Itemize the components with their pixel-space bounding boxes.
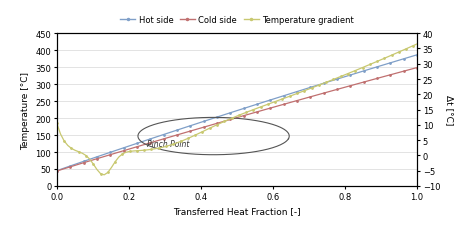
Legend: Hot side, Cold side, Temperature gradient: Hot side, Cold side, Temperature gradien… (117, 13, 357, 28)
Y-axis label: Temperature [°C]: Temperature [°C] (21, 71, 30, 149)
X-axis label: Transferred Heat Fraction [-]: Transferred Heat Fraction [-] (173, 206, 301, 215)
Text: Pinch Point: Pinch Point (147, 139, 189, 148)
Y-axis label: Δt [°C]: Δt [°C] (445, 95, 454, 125)
